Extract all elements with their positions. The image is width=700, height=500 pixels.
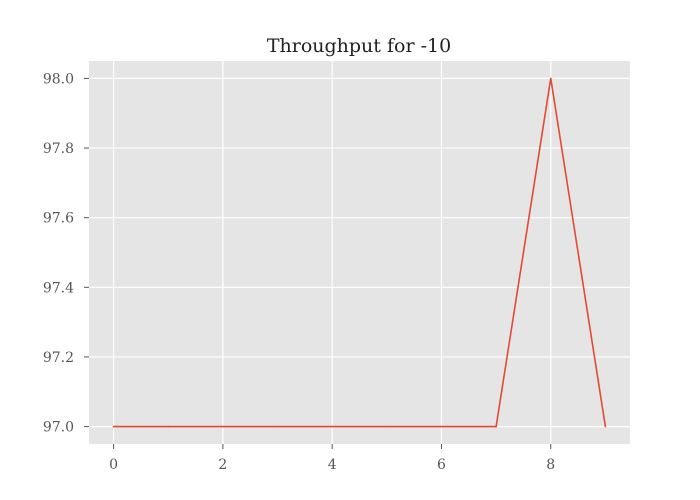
data-point [495,425,497,428]
data-point [276,425,279,428]
series-layer [112,77,607,428]
data-point [167,425,170,428]
x-tick-label: 2 [218,457,227,473]
chart-title: Throughput for -10 [267,35,451,57]
y-axis: 97.0 97.2 97.4 97.6 97.8 98.0 [43,71,89,436]
y-tick-label: 97.0 [43,420,74,436]
y-tick-label: 97.8 [43,141,74,157]
data-point [440,425,443,428]
plot-area [89,61,630,444]
data-point [112,425,115,428]
x-tick-label: 0 [109,457,118,473]
x-tick-label: 6 [437,457,446,473]
y-tick-label: 97.6 [43,211,74,227]
x-tick-label: 8 [546,457,555,473]
x-axis: 0 2 4 6 8 [109,444,555,473]
x-tick-label: 4 [328,457,337,473]
series-line [113,77,607,428]
data-point [386,425,388,428]
data-point [604,425,607,428]
y-tick-label: 97.2 [43,350,74,366]
data-point [331,425,333,428]
data-point [222,425,224,428]
y-tick-label: 97.4 [43,280,74,296]
y-tick-label: 98.0 [43,71,74,87]
data-point [549,77,552,80]
